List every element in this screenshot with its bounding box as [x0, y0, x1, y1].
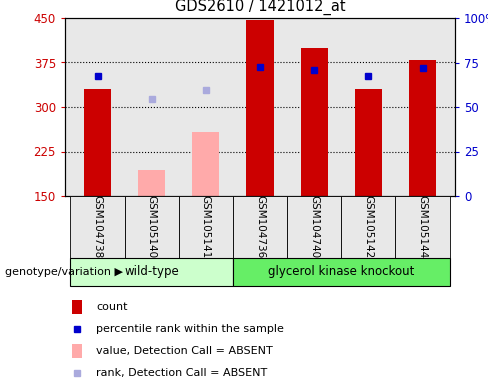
Text: glycerol kinase knockout: glycerol kinase knockout — [268, 265, 414, 278]
Bar — [246, 20, 274, 196]
Text: GSM104738: GSM104738 — [93, 195, 102, 259]
Bar — [72, 300, 82, 314]
Text: value, Detection Call = ABSENT: value, Detection Call = ABSENT — [96, 346, 273, 356]
Bar — [355, 89, 382, 196]
Text: GSM105144: GSM105144 — [418, 195, 427, 259]
Text: GSM104736: GSM104736 — [255, 195, 265, 259]
Bar — [70, 258, 233, 286]
Bar — [192, 132, 220, 196]
Text: GSM105142: GSM105142 — [364, 195, 373, 259]
Bar — [287, 196, 341, 258]
Bar — [341, 196, 395, 258]
Bar — [233, 196, 287, 258]
Title: GDS2610 / 1421012_at: GDS2610 / 1421012_at — [175, 0, 346, 15]
Bar — [301, 48, 328, 196]
Bar — [395, 196, 449, 258]
Text: count: count — [96, 302, 128, 312]
Text: GSM104740: GSM104740 — [309, 195, 319, 258]
Text: rank, Detection Call = ABSENT: rank, Detection Call = ABSENT — [96, 368, 267, 378]
Bar — [233, 258, 449, 286]
Bar — [138, 170, 165, 196]
Bar — [84, 89, 111, 196]
Bar — [124, 196, 179, 258]
Bar — [179, 196, 233, 258]
Bar — [72, 344, 82, 358]
Text: GSM105140: GSM105140 — [147, 195, 157, 258]
Text: GSM105141: GSM105141 — [201, 195, 211, 259]
Text: percentile rank within the sample: percentile rank within the sample — [96, 324, 284, 334]
Text: genotype/variation ▶: genotype/variation ▶ — [5, 267, 123, 277]
Bar — [70, 196, 124, 258]
Bar — [409, 60, 436, 196]
Text: wild-type: wild-type — [124, 265, 179, 278]
